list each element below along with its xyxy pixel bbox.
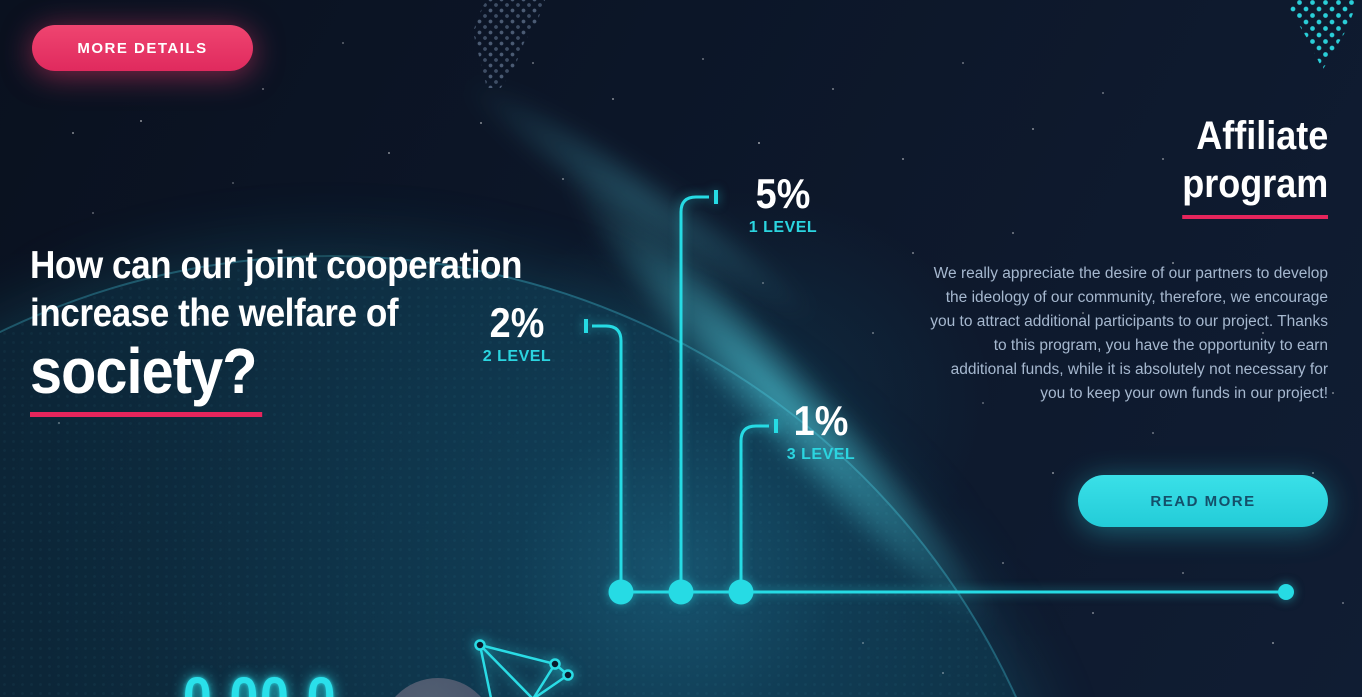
- level-callout-2: 2% 2 LEVEL: [467, 301, 567, 366]
- affiliate-title: Affiliate program: [1181, 112, 1328, 219]
- hero-heading-line1: How can our joint cooperation: [30, 244, 523, 287]
- hero-heading-highlight: society?: [30, 338, 262, 417]
- level-1-label: 1 LEVEL: [748, 219, 818, 236]
- read-more-button[interactable]: READ MORE: [1078, 475, 1328, 527]
- level-2-label: 2 LEVEL: [482, 348, 552, 365]
- level-2-percent: 2%: [489, 299, 545, 346]
- affiliate-title-line2: program: [1181, 160, 1328, 219]
- affiliate-description: We really appreciate the desire of our p…: [930, 265, 1328, 402]
- counter-digits: 0 00 0: [183, 665, 338, 697]
- level-callout-3: 1% 3 LEVEL: [771, 399, 871, 464]
- dotted-map-pattern: [472, 0, 548, 88]
- more-details-button[interactable]: MORE DETAILS: [32, 25, 253, 71]
- level-3-label: 3 LEVEL: [786, 446, 856, 463]
- level-1-percent: 5%: [755, 170, 811, 217]
- hero-heading: How can our joint cooperation increase t…: [30, 242, 522, 417]
- affiliate-title-line1: Affiliate: [1195, 114, 1328, 158]
- dotted-cyan-pattern: [1289, 0, 1361, 70]
- level-3-percent: 1%: [793, 397, 849, 444]
- hero-heading-line2: increase the welfare of: [30, 292, 399, 335]
- level-callout-1: 5% 1 LEVEL: [733, 172, 833, 237]
